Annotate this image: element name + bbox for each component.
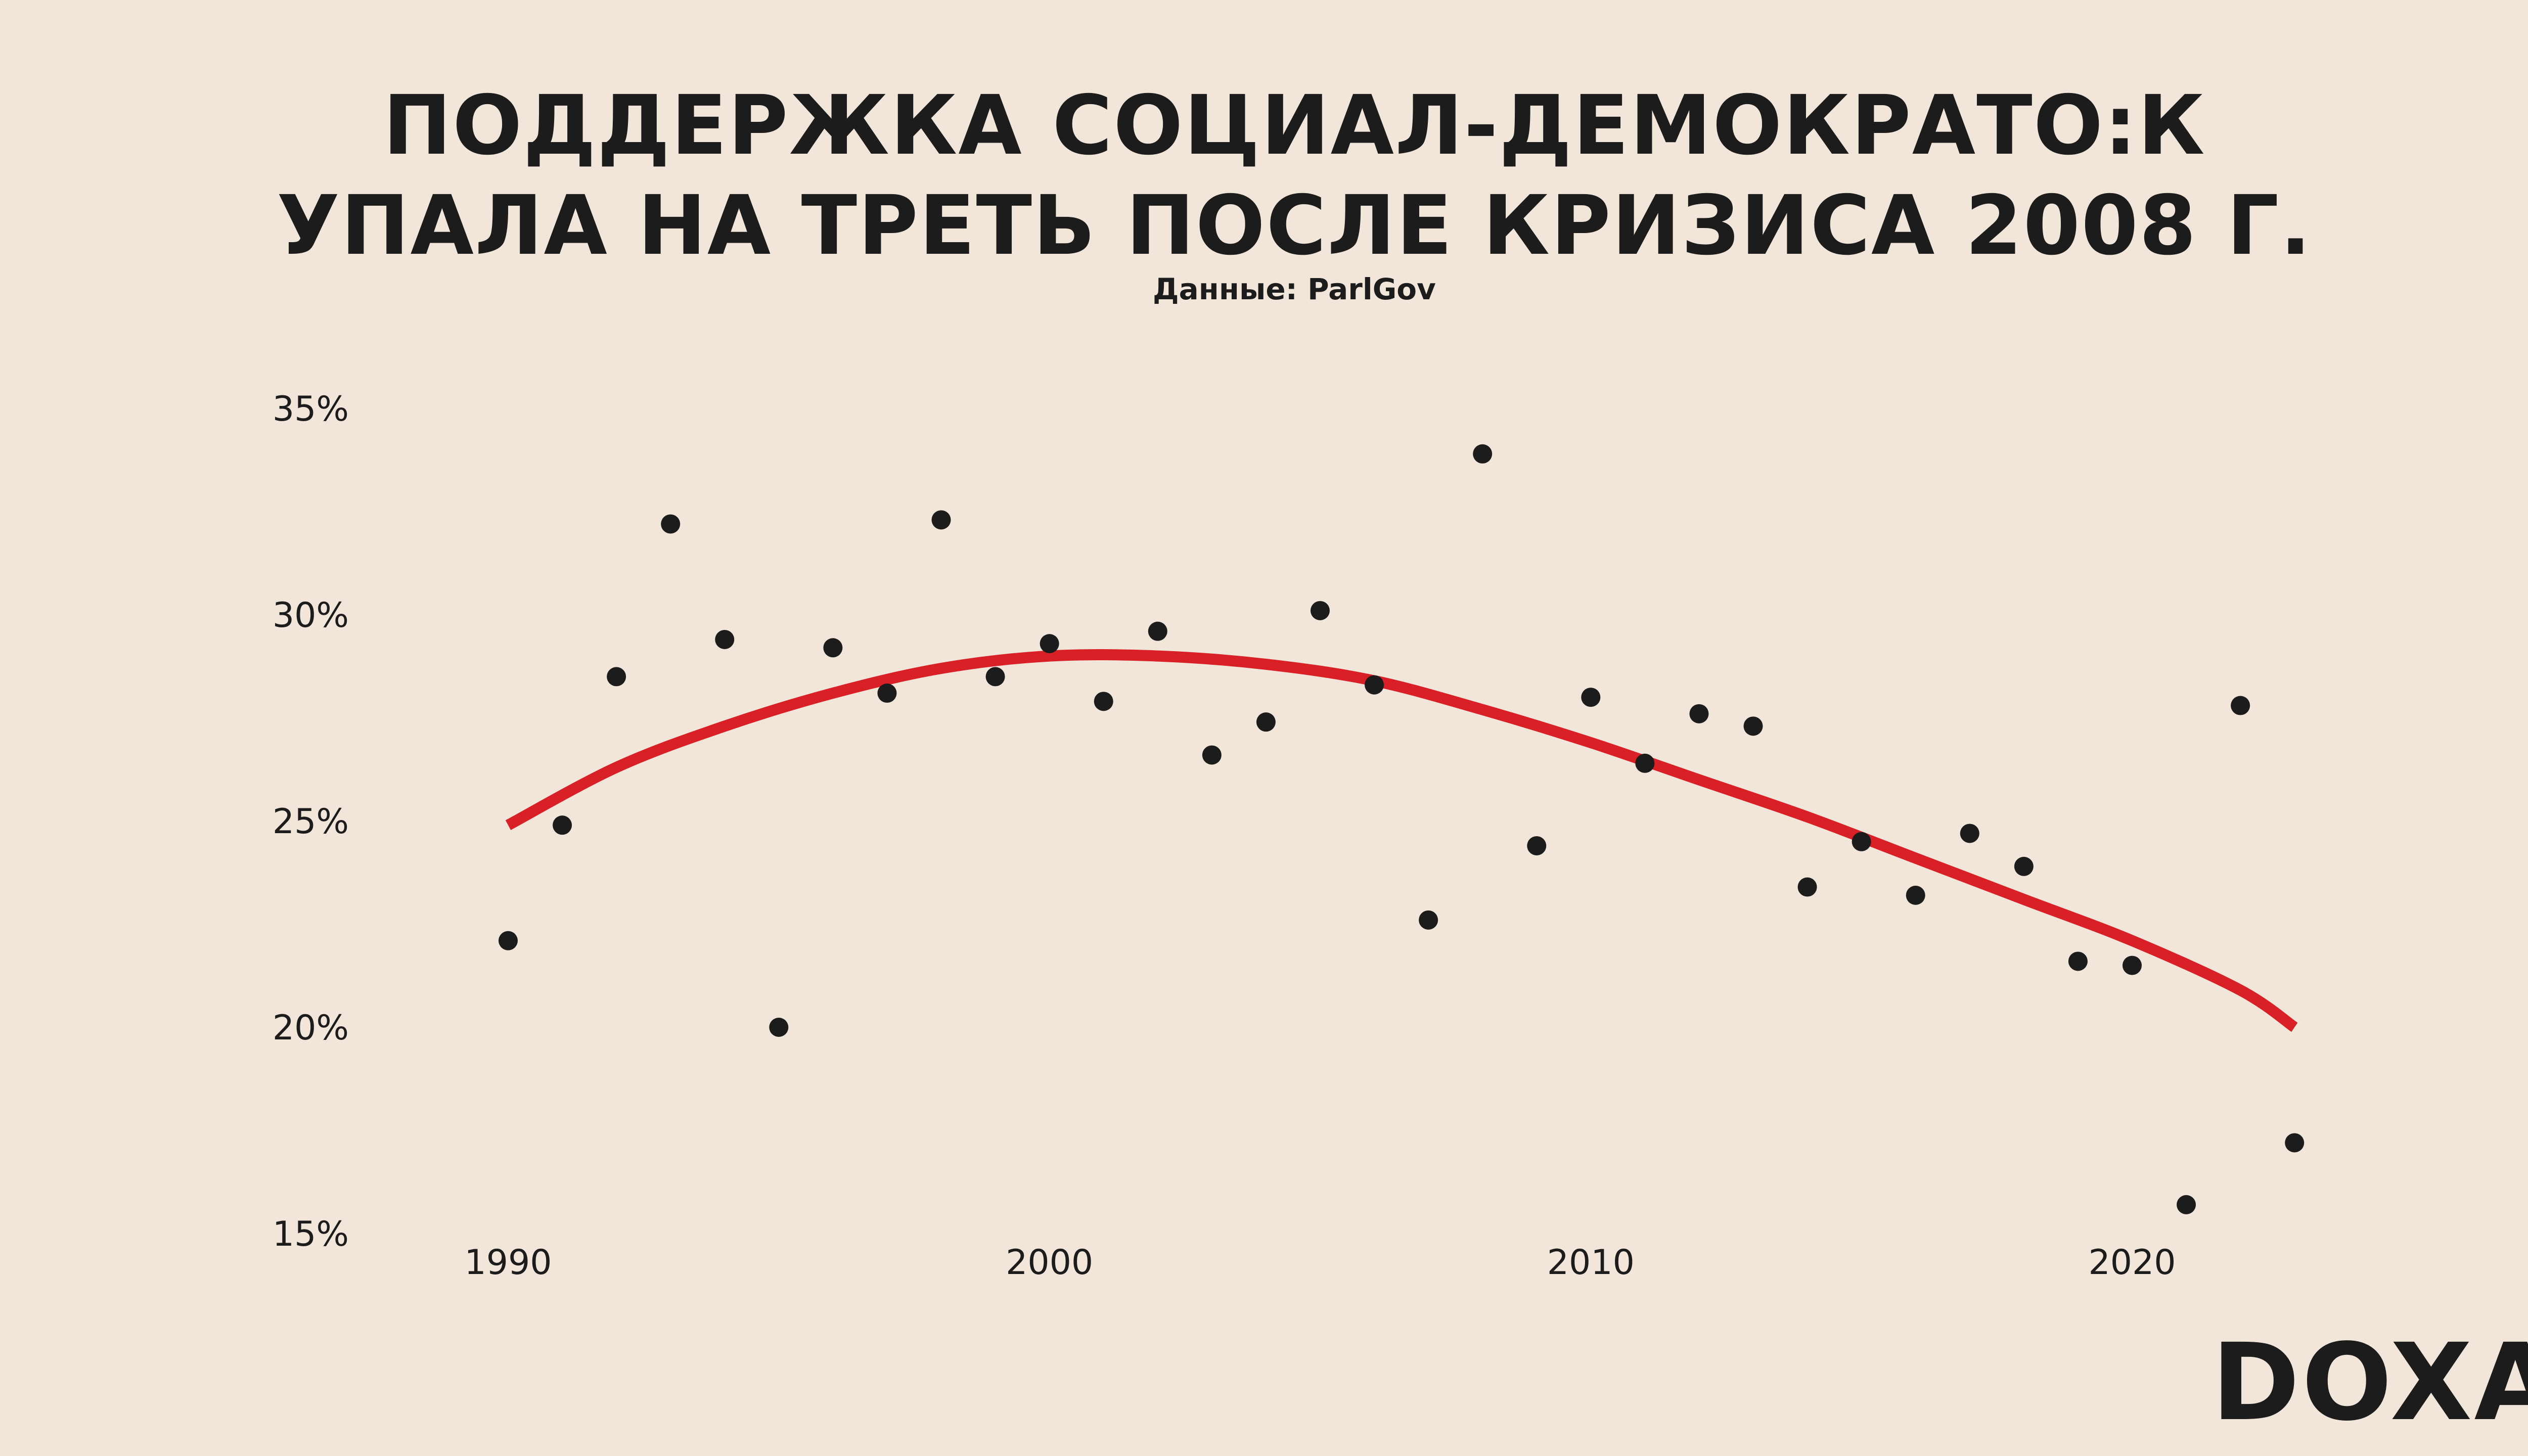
data-point <box>2123 956 2142 975</box>
data-point <box>715 629 735 649</box>
data-point <box>877 684 897 703</box>
data-point <box>769 1018 789 1037</box>
data-point <box>499 931 518 950</box>
y-tick-label: 20% <box>273 1008 349 1048</box>
data-point <box>1365 675 1384 695</box>
data-point <box>1852 832 1871 851</box>
data-point <box>2177 1195 2196 1214</box>
data-point <box>2068 951 2088 971</box>
data-point <box>1473 444 1493 464</box>
data-point <box>661 514 681 534</box>
data-point <box>1689 704 1709 723</box>
data-point <box>1419 910 1438 930</box>
data-point <box>931 510 951 530</box>
data-point <box>1256 712 1276 732</box>
y-tick-label: 15% <box>273 1214 349 1254</box>
x-axis-tick-labels: 1990 2000 2010 2020 <box>464 1243 2176 1283</box>
data-point <box>1743 716 1763 736</box>
data-point <box>553 815 572 835</box>
data-point <box>1635 753 1655 773</box>
data-point <box>1906 885 1925 905</box>
data-point <box>1797 877 1817 897</box>
chart-title: ПОДДЕРЖКА СОЦИАЛ-ДЕМОКРАТО:К УПАЛА НА ТР… <box>0 76 2528 276</box>
data-point <box>1094 692 1113 711</box>
data-point <box>607 667 626 687</box>
chart-subtitle: Данные: ParlGov <box>1153 272 1436 306</box>
x-tick-label: 2000 <box>1006 1243 1093 1283</box>
doxa-logo: DOXA <box>2211 1321 2528 1444</box>
x-tick-label: 1990 <box>464 1243 552 1283</box>
chart-title-line-2: УПАЛА НА ТРЕТЬ ПОСЛЕ КРИЗИСА 2008 Г. <box>277 178 2312 274</box>
y-tick-label: 25% <box>273 802 349 842</box>
data-point <box>1202 745 1222 765</box>
data-point <box>2231 696 2250 715</box>
x-tick-label: 2010 <box>1547 1243 1635 1283</box>
data-point <box>1960 824 1979 843</box>
trend-line-layer <box>505 649 2298 1032</box>
data-points-layer <box>499 444 2305 1214</box>
data-point <box>2014 856 2034 876</box>
y-tick-label: 30% <box>273 596 349 635</box>
data-point <box>1581 688 1601 707</box>
data-point <box>1040 634 1059 654</box>
chart-title-line-1: ПОДДЕРЖКА СОЦИАЛ-ДЕМОКРАТО:К <box>383 78 2206 173</box>
y-axis-tick-labels: 15% 20% 25% 30% 35% <box>273 389 349 1254</box>
x-tick-label: 2020 <box>2088 1243 2176 1283</box>
data-point <box>1527 836 1547 855</box>
data-point <box>1311 601 1330 620</box>
y-tick-label: 35% <box>273 389 349 429</box>
data-point <box>2285 1133 2305 1153</box>
data-point <box>823 638 843 658</box>
trend-line <box>505 649 2298 1032</box>
data-point <box>1148 621 1167 641</box>
data-point <box>985 667 1005 687</box>
